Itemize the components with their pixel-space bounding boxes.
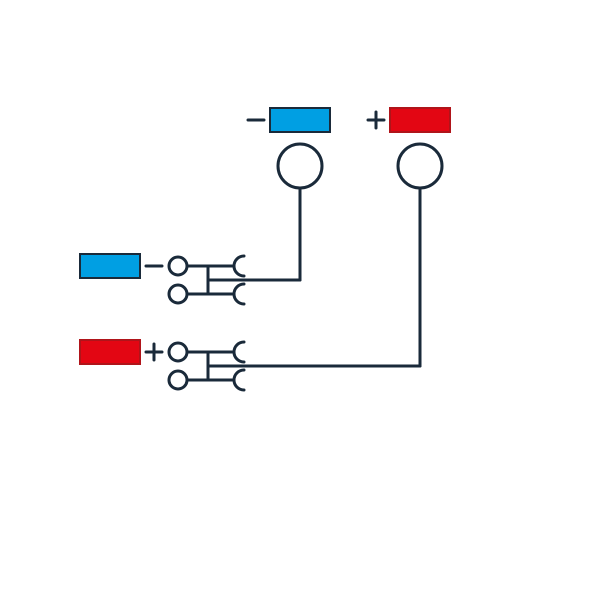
- arc-minus-2: [234, 284, 244, 304]
- tag-left-minus: [80, 254, 140, 278]
- arc-plus-2: [234, 370, 244, 390]
- arc-minus-1: [234, 256, 244, 276]
- node-plus-1: [169, 343, 187, 361]
- tag-top-minus: [270, 108, 330, 132]
- node-minus-2: [169, 285, 187, 303]
- circuit-diagram: [0, 0, 600, 600]
- node-plus-2: [169, 371, 187, 389]
- terminal-minus: [278, 144, 322, 188]
- terminal-plus: [398, 144, 442, 188]
- node-minus-1: [169, 257, 187, 275]
- tag-top-plus: [390, 108, 450, 132]
- tag-left-plus: [80, 340, 140, 364]
- arc-plus-1: [234, 342, 244, 362]
